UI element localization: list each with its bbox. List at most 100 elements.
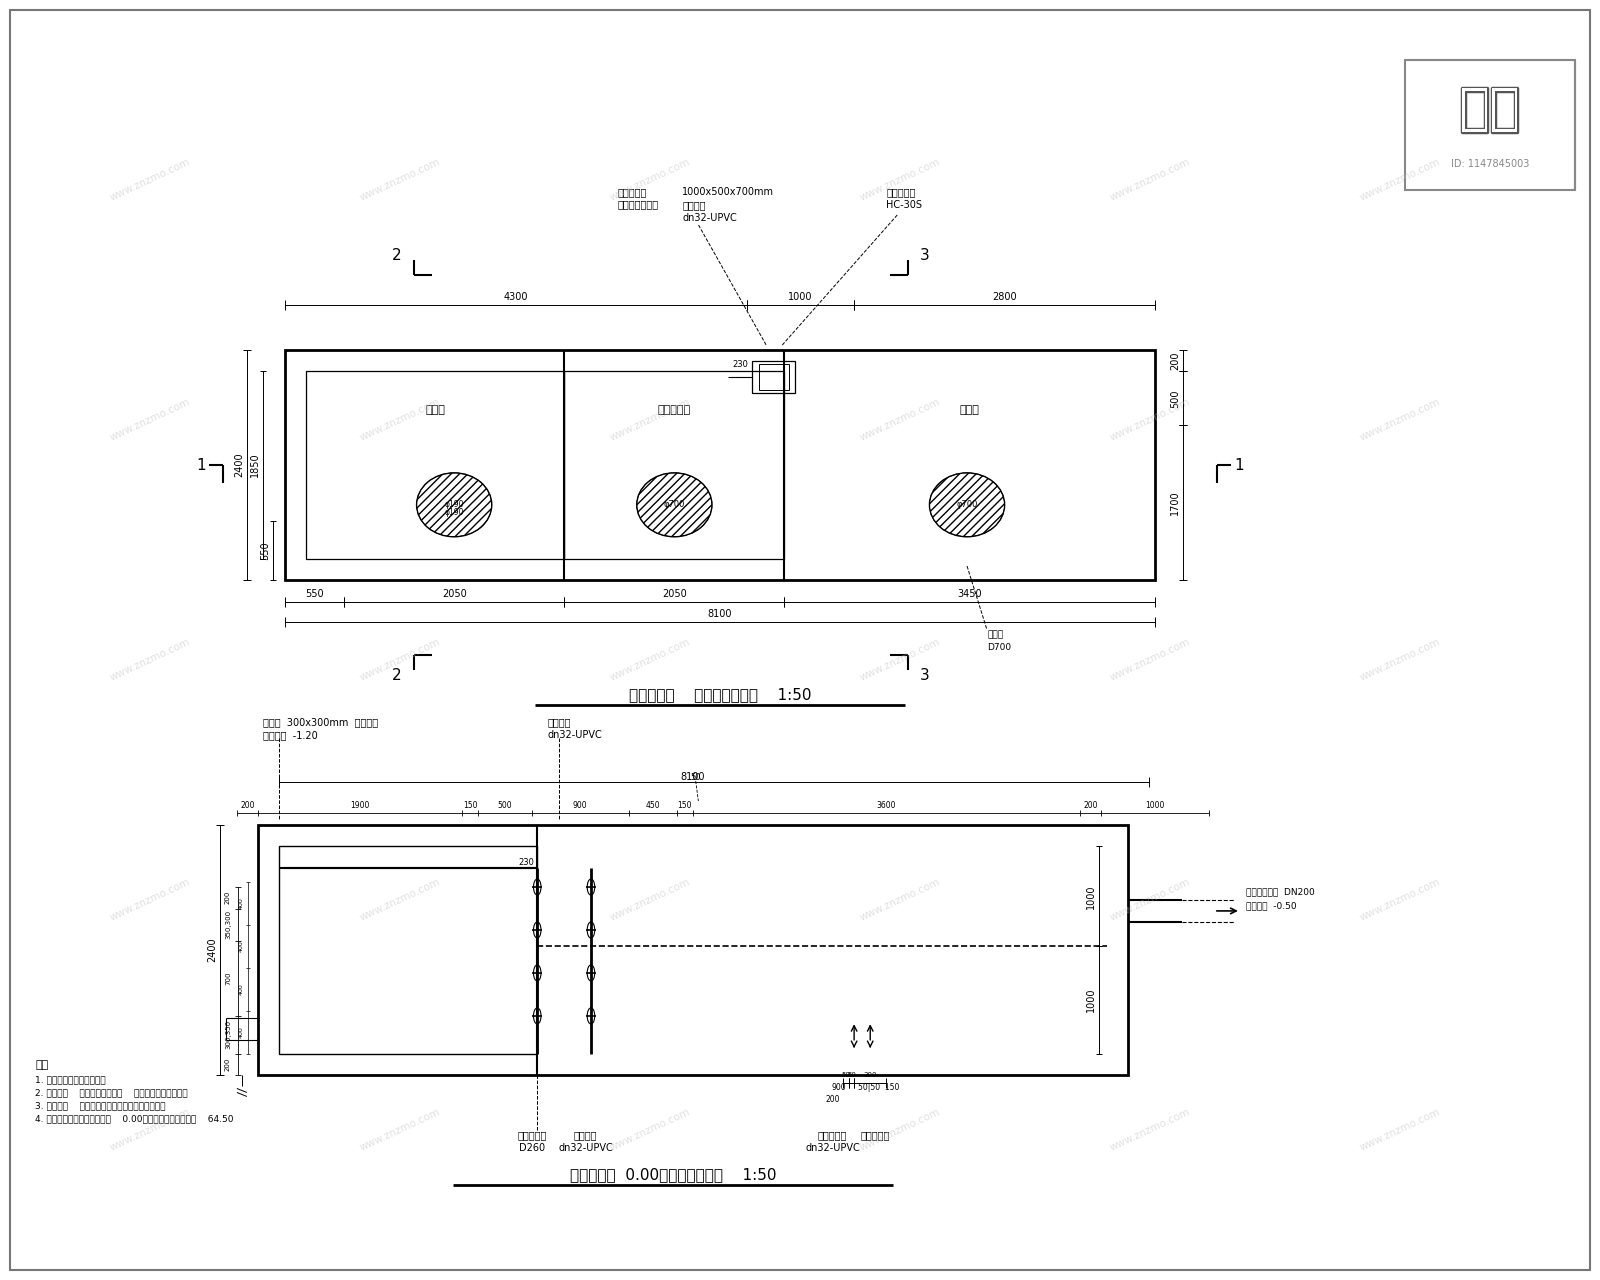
Text: www.znzmo.com: www.znzmo.com xyxy=(1109,1107,1192,1153)
Ellipse shape xyxy=(533,922,541,938)
Text: www.znzmo.com: www.znzmo.com xyxy=(1358,1107,1442,1153)
Text: 1: 1 xyxy=(1234,457,1243,472)
Text: 1000: 1000 xyxy=(1146,801,1165,810)
Text: www.znzmo.com: www.znzmo.com xyxy=(1109,637,1192,684)
Text: 8100: 8100 xyxy=(680,772,706,782)
Text: 3450: 3450 xyxy=(957,589,982,599)
Text: 污水离升泵: 污水离升泵 xyxy=(861,1130,890,1140)
Ellipse shape xyxy=(637,472,712,536)
Ellipse shape xyxy=(416,472,491,536)
Text: 污水提升管: 污水提升管 xyxy=(818,1130,848,1140)
Text: 空气支管: 空气支管 xyxy=(574,1130,597,1140)
Text: 2. 管注题标    图中标准单位毫米    其它尺寸按实际该米。: 2. 管注题标 图中标准单位毫米 其它尺寸按实际该米。 xyxy=(35,1088,187,1097)
Text: 2400: 2400 xyxy=(206,938,218,963)
Text: www.znzmo.com: www.znzmo.com xyxy=(1109,157,1192,204)
Text: φ190: φ190 xyxy=(445,500,464,509)
Text: 3. 管注题标    图中管道均标注管道管径管中板面。: 3. 管注题标 图中管道均标注管道管径管中板面。 xyxy=(35,1102,165,1111)
Text: 200: 200 xyxy=(240,801,254,810)
Text: 管中标高  -0.50: 管中标高 -0.50 xyxy=(1246,901,1296,910)
Ellipse shape xyxy=(930,472,1005,536)
Text: 400: 400 xyxy=(238,983,243,995)
Text: 1000: 1000 xyxy=(1085,988,1096,1012)
Text: 空气主管: 空气主管 xyxy=(547,717,571,727)
Ellipse shape xyxy=(587,879,595,895)
Text: 400: 400 xyxy=(238,1027,243,1038)
Text: www.znzmo.com: www.znzmo.com xyxy=(109,397,192,443)
Text: 3: 3 xyxy=(920,247,930,262)
Text: 230: 230 xyxy=(518,858,534,867)
Ellipse shape xyxy=(587,922,595,938)
Text: 知末: 知末 xyxy=(1459,86,1520,133)
Text: D700: D700 xyxy=(987,643,1011,652)
Bar xyxy=(307,371,565,558)
Text: 1: 1 xyxy=(197,457,206,472)
Text: 900: 900 xyxy=(573,801,587,810)
Text: www.znzmo.com: www.znzmo.com xyxy=(1358,157,1442,204)
Text: www.znzmo.com: www.znzmo.com xyxy=(858,157,942,204)
Text: 2: 2 xyxy=(392,247,402,262)
Text: 700: 700 xyxy=(226,972,230,986)
Bar xyxy=(280,846,538,1053)
Text: 50|50  150: 50|50 150 xyxy=(859,1083,899,1092)
Text: 500: 500 xyxy=(498,801,512,810)
Text: 风机隔振层: 风机隔振层 xyxy=(618,187,648,197)
Text: D260: D260 xyxy=(518,1143,546,1153)
Bar xyxy=(1405,60,1574,189)
Text: ID: 1147845003: ID: 1147845003 xyxy=(1451,159,1530,169)
Text: dn32-UPVC: dn32-UPVC xyxy=(683,212,738,223)
Text: 900: 900 xyxy=(832,1083,846,1092)
Text: 200: 200 xyxy=(1083,801,1098,810)
Text: 2400: 2400 xyxy=(234,453,243,477)
Text: 400: 400 xyxy=(238,941,243,952)
Text: 50: 50 xyxy=(846,1073,856,1078)
Bar xyxy=(565,371,784,558)
Text: dn32-UPVC: dn32-UPVC xyxy=(558,1143,613,1153)
Text: φ190: φ190 xyxy=(445,508,464,517)
Ellipse shape xyxy=(533,879,541,895)
Text: 工艺出液水管  DN200: 工艺出液水管 DN200 xyxy=(1246,888,1315,897)
Text: 2: 2 xyxy=(392,667,402,682)
Text: 生化一体池  0.00以下平面布置图    1:50: 生化一体池 0.00以下平面布置图 1:50 xyxy=(570,1167,776,1183)
Text: 生化一体池    池顶平面布置图    1:50: 生化一体池 池顶平面布置图 1:50 xyxy=(629,687,811,703)
Ellipse shape xyxy=(533,1007,541,1024)
Text: www.znzmo.com: www.znzmo.com xyxy=(358,877,442,923)
Text: HC-30S: HC-30S xyxy=(886,200,923,210)
Text: www.znzmo.com: www.znzmo.com xyxy=(1358,637,1442,684)
Text: 2050: 2050 xyxy=(662,589,686,599)
Text: 1850: 1850 xyxy=(250,453,259,477)
Text: 孔底标高  -1.20: 孔底标高 -1.20 xyxy=(264,730,318,740)
Text: 350,300: 350,300 xyxy=(226,910,230,940)
Text: 550: 550 xyxy=(259,541,270,559)
Text: φ700: φ700 xyxy=(664,500,685,509)
Text: www.znzmo.com: www.znzmo.com xyxy=(608,157,691,204)
Text: 固转鼓风机: 固转鼓风机 xyxy=(886,187,915,197)
Text: 450: 450 xyxy=(645,801,661,810)
Text: 400: 400 xyxy=(238,897,243,909)
Text: www.znzmo.com: www.znzmo.com xyxy=(358,1107,442,1153)
Text: 说明: 说明 xyxy=(35,1060,48,1070)
Text: 1000: 1000 xyxy=(789,292,813,302)
Text: www.znzmo.com: www.znzmo.com xyxy=(1109,877,1192,923)
Text: www.znzmo.com: www.znzmo.com xyxy=(109,637,192,684)
Bar xyxy=(258,826,1128,1075)
Text: 1000: 1000 xyxy=(1085,884,1096,909)
Text: www.znzmo.com: www.znzmo.com xyxy=(358,397,442,443)
Text: 3600: 3600 xyxy=(877,801,896,810)
Ellipse shape xyxy=(533,965,541,980)
Text: www.znzmo.com: www.znzmo.com xyxy=(358,157,442,204)
Text: www.znzmo.com: www.znzmo.com xyxy=(1358,877,1442,923)
Text: 接触氧化区: 接触氧化区 xyxy=(658,404,691,415)
Text: 钢弹簧减振制做: 钢弹簧减振制做 xyxy=(618,198,659,209)
Text: 200: 200 xyxy=(226,1057,230,1071)
Text: 进水孔  300x300mm  管帽固定: 进水孔 300x300mm 管帽固定 xyxy=(264,717,379,727)
Text: 1900: 1900 xyxy=(350,801,370,810)
Text: 50: 50 xyxy=(691,773,701,782)
Text: 50: 50 xyxy=(842,1073,851,1078)
Text: φ700: φ700 xyxy=(957,500,978,509)
Text: 缺氧区: 缺氧区 xyxy=(426,404,445,415)
Text: 300: 300 xyxy=(864,1073,877,1078)
Text: www.znzmo.com: www.znzmo.com xyxy=(1358,397,1442,443)
Text: www.znzmo.com: www.znzmo.com xyxy=(858,637,942,684)
Text: 1700: 1700 xyxy=(1170,490,1181,515)
Text: www.znzmo.com: www.znzmo.com xyxy=(109,1107,192,1153)
